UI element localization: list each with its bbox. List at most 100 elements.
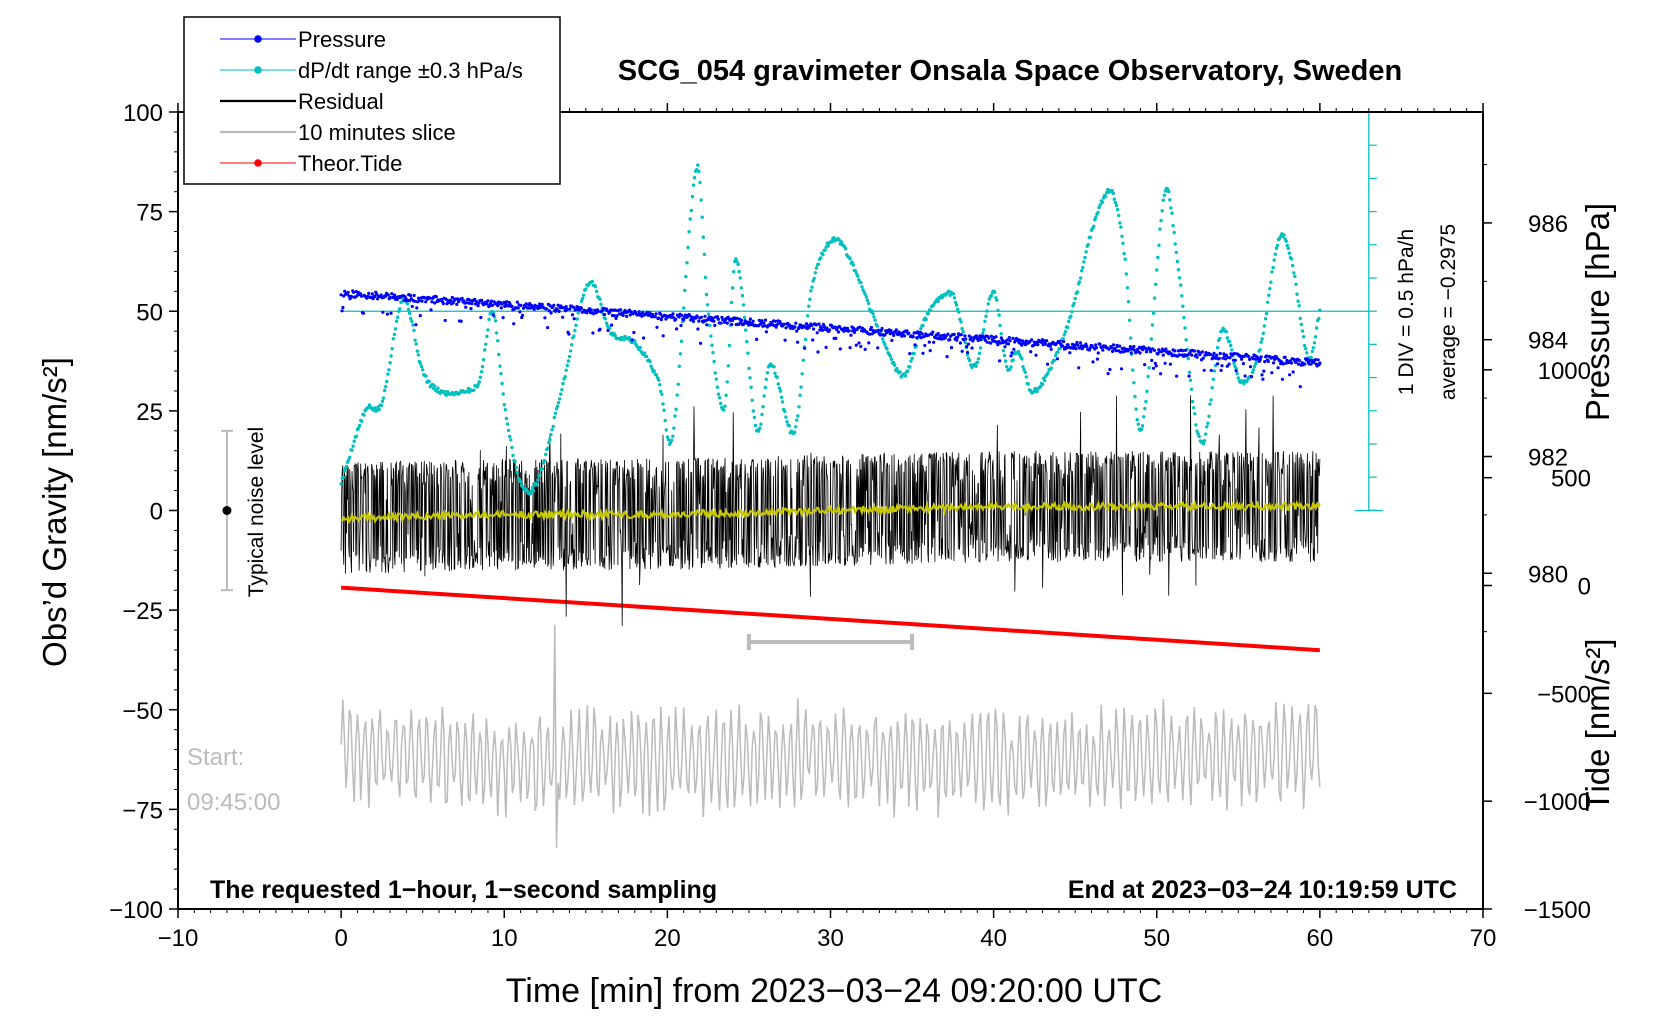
- dpdt-point: [1264, 311, 1269, 316]
- pressure-point: [1152, 348, 1156, 352]
- pressure-point: [465, 301, 469, 305]
- y-axis-label-tide: Tide [nm/s²]: [1579, 639, 1616, 812]
- dpdt-point: [796, 414, 800, 418]
- dpdt-point: [906, 369, 910, 373]
- pressure-point: [782, 322, 786, 326]
- pressure-point: [343, 289, 347, 293]
- dpdt-point: [506, 428, 511, 433]
- dpdt-point: [711, 350, 715, 355]
- pressure-point: [1118, 344, 1122, 348]
- dpdt-point: [871, 311, 875, 316]
- axes: −10 0 10 20 30 40 50 60 701007550250−25−50−75−10…: [109, 100, 1591, 952]
- dpdt-point: [996, 308, 1000, 313]
- dpdt-point: [673, 414, 677, 418]
- dpdt-point: [1302, 343, 1307, 348]
- pressure-point: [803, 346, 807, 350]
- dpdt-point: [1129, 336, 1133, 340]
- x-tick-label: 20: [654, 925, 681, 952]
- dpdt-point: [608, 326, 612, 330]
- pressure-point: [557, 309, 561, 313]
- dpdt-point: [1310, 349, 1315, 354]
- dpdt-point: [1069, 314, 1073, 318]
- dpdt-point: [593, 285, 598, 289]
- pressure-point: [919, 336, 923, 340]
- dpdt-point: [909, 359, 913, 363]
- dpdt-point: [1289, 257, 1294, 261]
- pressure-point: [1173, 349, 1177, 353]
- pressure-point: [913, 343, 917, 347]
- dpdt-point: [1020, 357, 1024, 361]
- dpdt-point: [881, 337, 885, 341]
- dpdt-point: [1112, 197, 1117, 201]
- pressure-point: [549, 311, 553, 315]
- pressure-point: [764, 330, 769, 334]
- pressure-point: [659, 318, 664, 322]
- y-tick-label: 100: [123, 100, 163, 127]
- pressure-point: [1078, 341, 1083, 345]
- dpdt-point: [1168, 198, 1172, 202]
- dpdt-point: [595, 289, 599, 294]
- pressure-point: [518, 310, 522, 314]
- dpdt-point: [1184, 338, 1188, 342]
- pressure-point: [863, 347, 867, 351]
- dpdt-point: [1009, 365, 1013, 369]
- pressure-point: [828, 328, 832, 332]
- dpdt-point: [1133, 394, 1137, 399]
- dpdt-point: [339, 482, 343, 486]
- pressure-point: [1006, 342, 1011, 346]
- dpdt-point: [1210, 386, 1214, 390]
- dpdt-point: [367, 403, 372, 407]
- dpdt-point: [563, 375, 567, 379]
- pressure-point: [479, 315, 483, 320]
- dpdt-point: [388, 361, 392, 365]
- y-tick-label: 0: [150, 499, 163, 526]
- dpdt-point: [741, 303, 746, 307]
- pressure-point: [473, 297, 477, 301]
- pressure-point: [842, 329, 846, 333]
- pressure-point: [384, 294, 388, 298]
- dpdt-point: [1156, 255, 1160, 260]
- pressure-point: [1119, 350, 1123, 354]
- dpdt-point: [627, 335, 631, 340]
- pressure-point: [974, 334, 979, 338]
- dpdt-point: [672, 426, 676, 430]
- dpdt-point: [682, 306, 686, 310]
- pressure-point: [816, 350, 820, 354]
- dpdt-point: [1110, 189, 1114, 193]
- pressure-point: [605, 309, 609, 313]
- noise-level-center: [222, 506, 232, 515]
- pressure-point: [928, 349, 932, 353]
- dpdt-point: [670, 438, 674, 442]
- pressure-point: [361, 311, 365, 315]
- pressure-point: [927, 340, 931, 344]
- pressure-point: [598, 327, 602, 331]
- y-tick-label: 25: [136, 399, 163, 426]
- x-tick-label: 40: [980, 925, 1007, 952]
- dpdt-point: [418, 361, 423, 366]
- pressure-point: [915, 336, 919, 340]
- dpdt-point: [598, 297, 602, 301]
- dpdt-point: [1194, 423, 1198, 427]
- dpdt-point: [1188, 378, 1193, 382]
- pressure-point: [948, 338, 952, 342]
- dpdt-point: [1270, 270, 1274, 274]
- dpdt-point: [424, 374, 428, 378]
- pressure-point: [784, 326, 788, 330]
- pressure-tick-label: 980: [1528, 561, 1568, 588]
- dpdt-point: [1170, 211, 1174, 215]
- pressure-point: [455, 302, 459, 306]
- pressure-point: [521, 313, 525, 317]
- dpdt-point: [800, 372, 804, 376]
- pressure-point: [857, 341, 861, 345]
- dpdt-point: [803, 337, 808, 342]
- residual-smoothed-line: [341, 498, 1321, 525]
- pressure-point: [760, 319, 764, 323]
- pressure-point: [747, 323, 751, 327]
- dpdt-point: [983, 319, 987, 323]
- dpdt-point: [1266, 300, 1270, 304]
- pressure-point: [889, 329, 893, 333]
- dpdt-point: [421, 368, 425, 372]
- pressure-point: [989, 334, 994, 338]
- dpdt-point: [499, 372, 503, 376]
- legend-swatch-marker: [254, 35, 262, 43]
